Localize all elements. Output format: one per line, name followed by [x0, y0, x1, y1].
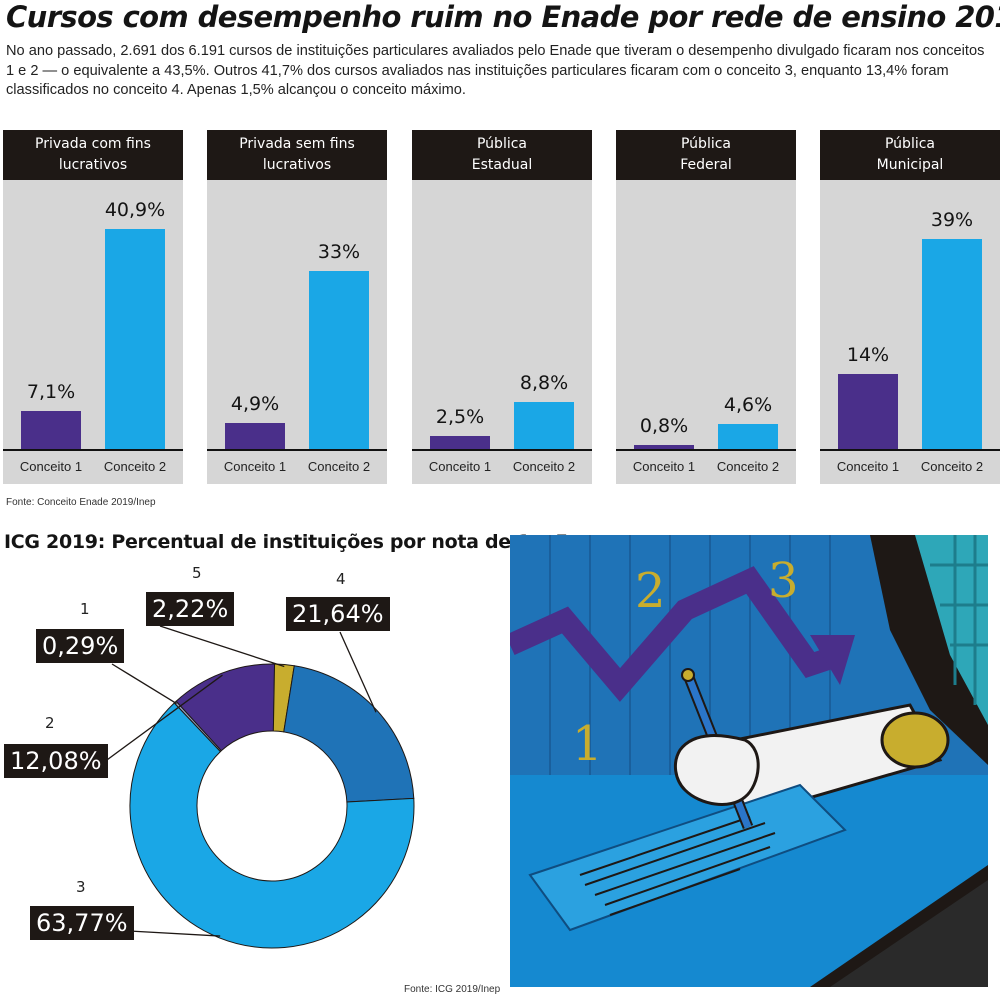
illus-arrow-head [810, 635, 855, 685]
bar-conceito-1 [430, 436, 490, 449]
source-top: Fonte: Conceito Enade 2019/Inep [6, 497, 156, 508]
bar-value-label: 4,9% [230, 393, 280, 415]
category-label: Conceito 1 [223, 459, 287, 474]
illus-paper [528, 783, 847, 932]
category-label: Conceito 1 [632, 459, 696, 474]
baseline [412, 449, 592, 451]
bar-panel: Pública Municipal 14% Conceito 1 39% Conceito… [820, 130, 1000, 484]
intro-paragraph: No ano passado, 2.691 dos 6.191 cursos d… [6, 43, 985, 99]
category-label: Conceito 2 [512, 459, 576, 474]
panel-header-line2: Municipal [876, 157, 944, 173]
illus-paper-lines [579, 816, 776, 916]
panel-header-line1: Pública [476, 136, 527, 152]
leader-line [159, 625, 285, 668]
bar-conceito-2 [718, 424, 778, 449]
donut-slice-3 [129, 702, 415, 949]
slice-number-1: 1 [80, 600, 90, 618]
bar-conceito-2 [105, 229, 165, 449]
baseline [3, 449, 183, 451]
slice-label-3: 63,77% [30, 906, 134, 940]
illus-laptop-screen [830, 880, 988, 987]
illus-number-2: 2 [635, 563, 666, 619]
panel-header: Pública Estadual [412, 130, 592, 180]
panel-header-line2: lucrativos [262, 157, 332, 173]
baseline [820, 449, 1000, 451]
bar-value-label: 40,9% [104, 199, 166, 221]
illustration: 1 2 3 [510, 535, 988, 987]
panel-header: Pública Federal [616, 130, 796, 180]
donut-slice-4 [283, 665, 415, 803]
panel-header-line1: Pública [884, 136, 935, 152]
bar-conceito-2 [514, 402, 574, 449]
panel-header-line1: Privada sem fins [239, 136, 355, 152]
bar-panel: Pública Federal 0,8% Conceito 1 4,6% Conceito… [616, 130, 796, 484]
category-label: Conceito 2 [920, 459, 984, 474]
leader-line [111, 663, 177, 705]
baseline [616, 449, 796, 451]
illus-arrow-line [510, 566, 844, 702]
bar-value-label: 0,8% [639, 415, 689, 437]
panel-header-line2: Federal [680, 157, 732, 173]
slice-label-4: 21,64% [286, 597, 390, 631]
category-label: Conceito 1 [428, 459, 492, 474]
slice-number-5: 5 [192, 564, 202, 582]
slice-number-4: 4 [336, 570, 346, 588]
slice-label-2: 12,08% [4, 744, 108, 778]
slice-number-2: 2 [45, 714, 55, 732]
bar-conceito-1 [634, 445, 694, 449]
slice-number-3: 3 [76, 878, 86, 896]
bar-conceito-1 [225, 423, 285, 449]
baseline [207, 449, 387, 451]
bar-conceito-1 [21, 411, 81, 449]
bar-value-label: 2,5% [435, 406, 485, 428]
slice-label-5: 2,22% [146, 592, 235, 626]
leader-line [95, 674, 223, 769]
illus-number-1: 1 [572, 716, 603, 772]
bar-conceito-1 [838, 374, 898, 449]
panel-header-line2: lucrativos [58, 157, 128, 173]
leader-line [339, 631, 377, 713]
category-label: Conceito 2 [307, 459, 371, 474]
illus-cuff [880, 711, 950, 769]
category-label: Conceito 1 [19, 459, 83, 474]
slice-label-1: 0,29% [36, 629, 125, 663]
bar-value-label: 39% [930, 209, 974, 231]
bar-conceito-2 [922, 239, 982, 449]
panel-header-line1: Privada com fins [35, 136, 151, 152]
panel-header-line2: Estadual [471, 157, 533, 173]
illus-shirt [915, 535, 988, 725]
category-label: Conceito 2 [716, 459, 780, 474]
bar-panel: Privada sem fins lucrativos 4,9% Conceito 1… [207, 130, 387, 484]
bar-conceito-2 [309, 271, 369, 449]
category-label: Conceito 1 [836, 459, 900, 474]
source-bottom: Fonte: ICG 2019/Inep [404, 984, 501, 995]
bar-value-label: 8,8% [519, 372, 569, 394]
illus-hand [673, 734, 760, 806]
donut-chart [95, 625, 415, 949]
illus-shirt-pattern [930, 535, 988, 705]
bar-panel: Privada com fins lucrativos 7,1% Conceito 1… [3, 130, 183, 484]
donut-title: ICG 2019: Percentual de instituições por… [4, 531, 569, 553]
panel-header: Privada com fins lucrativos [3, 130, 183, 180]
panel-header-line1: Pública [680, 136, 731, 152]
bar-value-label: 33% [317, 241, 361, 263]
panel-header: Pública Municipal [820, 130, 1000, 180]
illus-pencil-eraser [681, 668, 695, 682]
bar-value-label: 7,1% [26, 381, 76, 403]
bar-panel: Pública Estadual 2,5% Conceito 1 8,8% Conceit… [412, 130, 592, 484]
illus-number-3: 3 [768, 553, 799, 609]
bar-value-label: 14% [846, 344, 890, 366]
panel-header: Privada sem fins lucrativos [207, 130, 387, 180]
bar-value-label: 4,6% [723, 394, 773, 416]
category-label: Conceito 2 [103, 459, 167, 474]
headline: Cursos com desempenho ruim no Enade por … [6, 0, 1000, 34]
